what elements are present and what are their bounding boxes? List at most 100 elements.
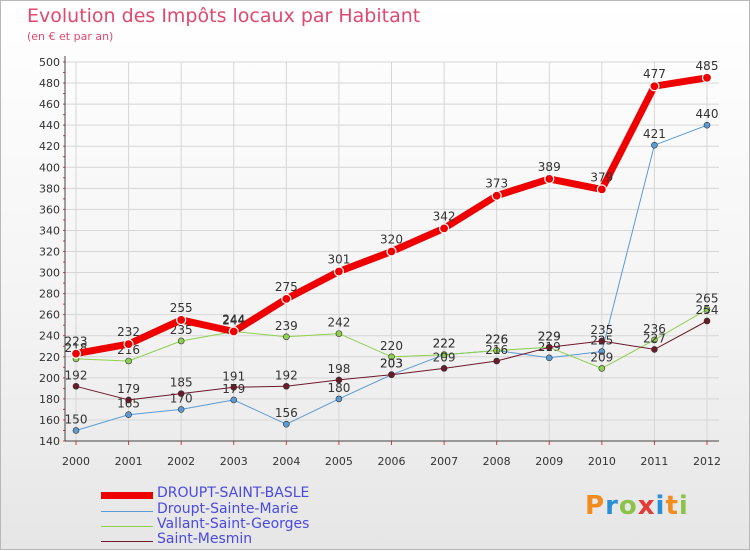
data-label: 170 [170, 391, 193, 405]
data-point [491, 190, 502, 201]
data-point [70, 348, 82, 359]
x-tick-label: 2005 [325, 455, 353, 468]
data-point [703, 121, 711, 129]
data-point [125, 396, 132, 404]
data-label: 265 [696, 291, 719, 305]
data-point [598, 365, 606, 372]
data-point [493, 347, 500, 354]
data-point [651, 336, 658, 344]
y-tick-label: 280 [39, 288, 60, 301]
data-point [598, 337, 606, 345]
data-label: 220 [380, 339, 403, 353]
data-label: 477 [643, 67, 666, 81]
data-label: 373 [485, 177, 508, 191]
data-label: 191 [222, 369, 245, 383]
data-label: 301 [327, 253, 350, 267]
data-point [438, 223, 450, 234]
data-label: 275 [275, 280, 298, 294]
y-tick-label: 500 [39, 56, 60, 69]
logo-letter: i [678, 491, 689, 521]
y-tick-label: 160 [39, 414, 60, 427]
data-point [123, 339, 134, 350]
data-point [177, 337, 185, 345]
data-point [493, 357, 500, 365]
y-tick-label: 180 [39, 393, 60, 406]
data-label: 192 [275, 368, 298, 382]
data-point [545, 344, 553, 351]
data-label: 216 [485, 343, 508, 357]
data-point [230, 384, 238, 391]
y-tick-label: 440 [39, 119, 60, 132]
data-label: 209 [590, 350, 613, 364]
chart-title: Evolution des Impôts locaux par Habitant [27, 5, 421, 27]
logo-letter: r [605, 491, 619, 521]
data-point [283, 420, 290, 428]
data-point [281, 293, 292, 304]
data-point [335, 376, 343, 384]
data-label: 440 [696, 107, 719, 121]
data-point [386, 246, 397, 257]
x-tick-label: 2003 [220, 455, 248, 468]
data-point [651, 346, 658, 353]
data-point [125, 357, 132, 365]
logo-letter: x [637, 491, 656, 521]
y-tick-label: 380 [39, 182, 60, 195]
data-label: 209 [433, 350, 456, 364]
x-tick-label: 2002 [167, 455, 195, 468]
legend-label-series-0: DROUPT-SAINT-BASLE [157, 485, 310, 501]
data-label: 320 [380, 233, 403, 247]
y-tick-label: 220 [39, 351, 60, 364]
data-label: 342 [433, 209, 456, 223]
data-point [177, 390, 185, 397]
data-label: 421 [643, 127, 666, 141]
x-tick-label: 2010 [588, 455, 616, 468]
y-tick-label: 260 [39, 309, 60, 322]
data-point [388, 353, 395, 361]
data-label: 236 [643, 322, 666, 336]
data-point [177, 406, 185, 413]
y-tick-label: 300 [39, 267, 60, 280]
y-tick-label: 240 [39, 330, 60, 343]
data-label: 235 [590, 323, 613, 337]
data-label: 242 [327, 316, 350, 330]
data-label: 180 [327, 381, 350, 395]
data-label: 203 [380, 357, 403, 371]
data-point [228, 326, 239, 337]
data-label: 255 [170, 301, 193, 315]
data-label: 192 [65, 368, 88, 382]
y-tick-label: 320 [39, 246, 60, 259]
data-label: 379 [590, 170, 613, 184]
data-point [545, 354, 553, 362]
data-point [388, 371, 395, 378]
logo-letter: P [585, 491, 606, 521]
data-label: 222 [433, 337, 456, 351]
chart-subtitle: (en € et par an) [27, 30, 114, 43]
data-point [335, 330, 343, 337]
data-point [176, 314, 187, 326]
y-tick-label: 460 [39, 98, 60, 111]
data-label: 485 [696, 59, 719, 73]
data-point [230, 396, 238, 404]
data-label: 235 [170, 323, 193, 337]
data-point [596, 184, 607, 195]
x-tick-label: 2004 [272, 455, 300, 468]
y-tick-label: 400 [39, 161, 60, 174]
data-label: 156 [275, 406, 298, 420]
data-point [283, 382, 290, 390]
y-tick-label: 480 [39, 77, 60, 90]
data-point [440, 351, 448, 358]
data-label: 254 [696, 303, 719, 317]
data-point [333, 266, 345, 277]
y-tick-label: 140 [39, 435, 60, 448]
y-tick-label: 360 [39, 203, 60, 216]
data-point [335, 395, 343, 403]
data-label: 150 [65, 412, 88, 426]
logo-letter: o [618, 491, 638, 521]
data-label: 239 [275, 319, 298, 333]
data-label: 203 [380, 357, 403, 371]
x-tick-label: 2000 [62, 455, 90, 468]
data-label: 179 [117, 382, 140, 396]
x-tick-label: 2006 [378, 455, 406, 468]
legend-label-series-2: Vallant-Saint-Georges [157, 516, 310, 532]
data-label: 165 [117, 397, 140, 411]
